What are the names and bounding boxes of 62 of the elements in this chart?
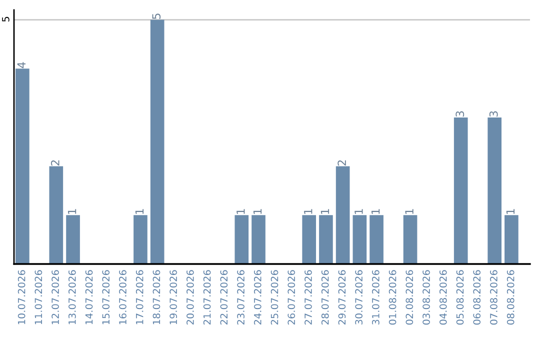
data-label: 1 [372,209,380,214]
data-label: 5 [152,14,161,19]
x-tick-label: 22.07.2026 [220,270,228,325]
bar [66,215,80,264]
data-label: 1 [236,209,245,214]
x-tick-label: 10.07.2026 [18,270,26,324]
x-tick-label: 19.07.2026 [170,270,178,324]
x-tick-label: 18.07.2026 [152,270,160,324]
bar [252,215,266,264]
x-tick-label: 14.07.2026 [85,270,93,324]
data-label: 1 [354,209,363,214]
bar [352,215,367,264]
x-tick-label: 28.07.2026 [321,270,329,325]
data-label: 1 [320,209,330,214]
data-label: 1 [304,209,312,214]
x-tick-label: 06.08.2026 [473,270,481,325]
x-tick-label: 08.08.2026 [506,270,514,325]
bar [16,68,30,264]
x-tick-label: 25.07.2026 [270,270,278,325]
bar [319,215,333,264]
x-tick-label: 02.08.2026 [406,270,414,325]
bar [454,117,468,264]
x-tick-label: 29.07.2026 [338,270,346,325]
bar [488,117,502,264]
bar [234,215,249,264]
data-label: 1 [253,209,262,214]
data-label: 1 [68,209,76,214]
data-label: 3 [489,111,498,117]
x-tick-label: 21.07.2026 [203,270,211,325]
x-tick-label: 31.07.2026 [372,270,380,324]
data-label: 3 [456,111,464,117]
x-tick-label: 01.08.2026 [388,270,396,325]
data-label: 1 [506,209,515,214]
bar [403,215,418,264]
bar [150,20,164,264]
data-label: 1 [135,209,144,214]
x-tick-label: 17.07.2026 [136,270,144,324]
data-label: 2 [338,160,346,166]
bar [49,166,64,264]
x-tick-label: 24.07.2026 [254,270,262,325]
bar [370,215,384,264]
data-label: 2 [50,160,60,166]
bar [302,215,316,264]
x-tick-label: 26.07.2026 [288,270,296,325]
x-tick-label: 23.07.2026 [237,270,244,325]
x-tick-label: 15.07.2026 [102,270,110,324]
x-tick-label: 04.08.2026 [439,270,447,325]
data-label: 1 [405,209,414,214]
bar [504,215,518,264]
x-tick-label: 11.07.2026 [34,270,42,324]
x-tick-label: 27.07.2026 [304,270,312,325]
x-tick-label: 07.08.2026 [490,270,498,325]
data-label: 4 [17,62,26,68]
bar [336,166,350,264]
x-tick-label: 12.07.2026 [52,270,59,324]
x-tick-label: 13.07.2026 [68,270,76,324]
x-tick-label: 16.07.2026 [119,270,126,324]
x-tick-label: 03.08.2026 [422,270,430,325]
bar [134,215,148,264]
x-tick-label: 05.08.2026 [456,270,464,325]
x-tick-label: 30.07.2026 [355,270,363,324]
x-tick-label: 20.07.2026 [186,270,194,325]
